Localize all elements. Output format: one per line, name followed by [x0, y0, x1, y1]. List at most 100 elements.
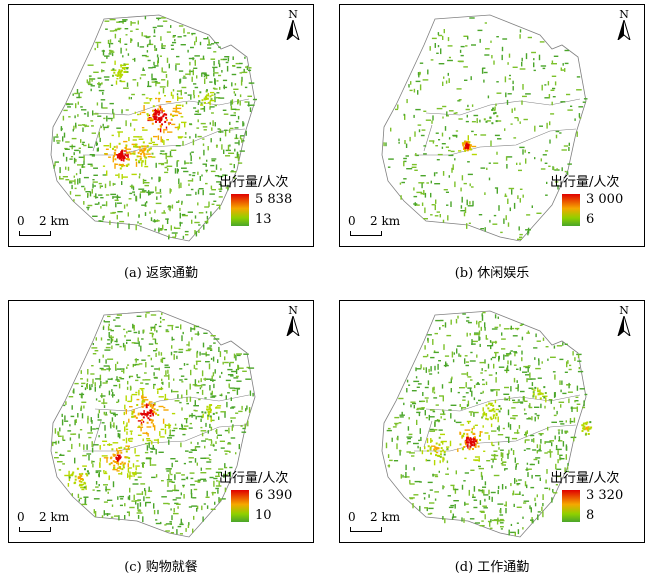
trip-segment [100, 197, 104, 199]
trip-segment [436, 52, 439, 54]
trip-segment [520, 402, 524, 404]
trip-segment [149, 39, 151, 45]
hotspot-segment [140, 423, 143, 426]
trip-segment [137, 476, 142, 478]
trip-segment [551, 421, 557, 423]
trip-segment [215, 164, 218, 170]
trip-segment [525, 431, 527, 438]
trip-segment [443, 29, 445, 34]
trip-segment [145, 502, 147, 507]
trip-segment [478, 214, 483, 216]
trip-segment [426, 507, 428, 512]
trip-segment [404, 160, 407, 163]
trip-segment [76, 96, 81, 99]
trip-segment [92, 463, 94, 468]
hotspot-segment [76, 467, 79, 470]
trip-segment [108, 323, 110, 326]
hotspot-segment [585, 427, 588, 430]
trip-segment [94, 47, 96, 51]
trip-segment [182, 235, 185, 239]
hotspot-segment [532, 391, 535, 394]
trip-segment [139, 112, 142, 115]
trip-segment [530, 519, 533, 521]
trip-segment [471, 44, 476, 46]
trip-segment [214, 501, 216, 505]
trip-segment [202, 516, 204, 522]
trip-segment [544, 441, 546, 445]
trip-segment [199, 351, 201, 356]
trip-segment [199, 41, 202, 46]
trip-segment [426, 354, 429, 357]
trip-segment [192, 497, 197, 499]
trip-segment [484, 432, 489, 434]
trip-segment [231, 370, 237, 373]
trip-segment [82, 465, 87, 467]
trip-segment [182, 484, 185, 487]
trip-segment [579, 117, 582, 119]
trip-segment [200, 472, 207, 474]
trip-segment [59, 175, 61, 180]
trip-segment [92, 183, 94, 189]
trip-segment [524, 400, 528, 402]
trip-segment [423, 218, 428, 220]
scale-bar: 0 2 km [348, 214, 418, 240]
trip-segment [101, 515, 104, 518]
trip-segment [183, 462, 186, 465]
trip-segment [545, 194, 548, 196]
trip-segment [491, 465, 493, 469]
hotspot-segment [152, 410, 155, 413]
trip-segment [145, 362, 147, 368]
trip-segment [161, 381, 163, 384]
trip-segment [558, 440, 563, 442]
trip-segment [403, 113, 405, 116]
trip-segment [489, 219, 491, 223]
trip-segment [564, 343, 568, 345]
trip-segment [498, 425, 500, 432]
trip-segment [471, 121, 476, 123]
trip-segment [198, 229, 200, 233]
trip-segment [458, 118, 463, 120]
trip-segment [553, 345, 556, 349]
trip-segment [501, 54, 503, 61]
trip-segment [150, 326, 156, 329]
trip-segment [573, 417, 576, 423]
hotspot-segment [468, 438, 471, 441]
trip-segment [451, 351, 454, 358]
trip-segment [147, 355, 151, 357]
trip-segment [151, 81, 157, 83]
hotspot-segment [201, 411, 204, 414]
trip-segment [577, 360, 582, 362]
map-panel-c: N 出行量/人次 6 390 10 0 2 km [8, 300, 314, 543]
trip-segment [78, 92, 80, 98]
trip-segment [164, 366, 170, 369]
trip-segment [133, 342, 140, 344]
trip-segment [439, 214, 441, 218]
trip-segment [453, 488, 459, 491]
trip-segment [127, 330, 132, 332]
trip-segment [116, 454, 121, 456]
trip-segment [429, 416, 435, 418]
trip-segment [115, 317, 120, 319]
trip-segment [504, 76, 507, 83]
trip-segment [457, 60, 464, 62]
trip-segment [462, 399, 466, 401]
north-arrow: N [612, 305, 636, 340]
trip-segment [403, 402, 405, 406]
trip-segment [478, 321, 480, 328]
trip-segment [61, 419, 64, 426]
trip-segment [121, 174, 123, 180]
trip-segment [440, 433, 445, 436]
trip-segment [103, 320, 105, 323]
trip-segment [507, 360, 509, 365]
trip-segment [87, 432, 93, 434]
hotspot-segment [146, 411, 149, 414]
trip-segment [479, 525, 485, 527]
trip-segment [150, 357, 152, 361]
trip-segment [484, 227, 486, 232]
hotspot-segment [148, 412, 151, 414]
trip-segment [123, 150, 127, 152]
trip-segment [103, 398, 105, 405]
trip-segment [486, 120, 491, 122]
trip-segment [476, 118, 478, 124]
trip-segment [228, 427, 230, 434]
